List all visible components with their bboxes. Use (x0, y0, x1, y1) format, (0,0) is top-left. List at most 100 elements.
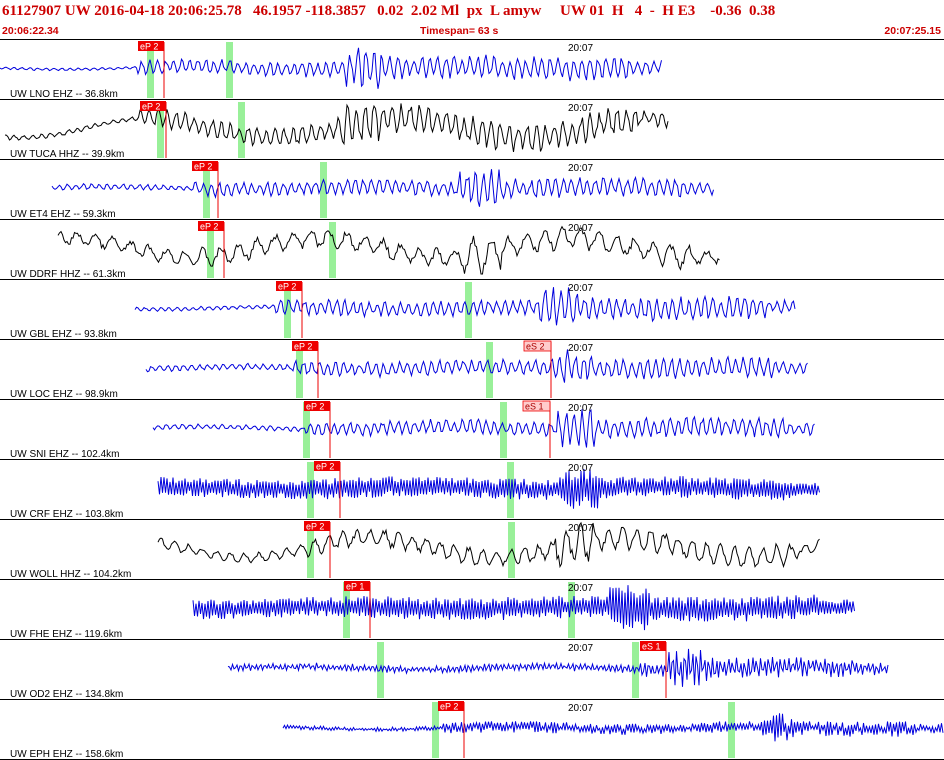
pick-flag (640, 641, 666, 651)
trace-row[interactable]: eP 2 20:07 UW WOLL HHZ -- 104.2km (0, 521, 944, 580)
trace-row[interactable]: eP 2 20:07 UW CRF EHZ -- 103.8km (0, 461, 944, 520)
time-mark-label: 20:07 (568, 703, 593, 714)
time-mark-label: 20:07 (568, 523, 593, 534)
time-mark-label: 20:07 (568, 283, 593, 294)
trace-row[interactable]: eP 2 20:07 UW ET4 EHZ -- 59.3km (0, 161, 944, 220)
pick-flag (140, 101, 166, 111)
window-band (432, 702, 439, 758)
pick-flag (276, 281, 302, 291)
event-summary-title: 61127907 UW 2016-04-18 20:06:25.78 46.19… (2, 3, 776, 19)
time-mark-label: 20:07 (568, 43, 593, 54)
window-band (238, 102, 245, 158)
waveform-trace (282, 713, 944, 742)
trace-row[interactable]: eP 2 20:07 UW DDRF HHZ -- 61.3km (0, 221, 944, 280)
waveform-trace (51, 169, 714, 207)
time-mark-label: 20:07 (568, 643, 593, 654)
pick-flag (192, 161, 218, 171)
pick-label: eP 1 (346, 582, 364, 592)
window-band (226, 42, 233, 98)
trace-row[interactable]: eP 2 20:07 UW TUCA HHZ -- 39.9km (0, 101, 944, 160)
station-label: UW EPH EHZ -- 158.6km (10, 749, 123, 760)
trace-row[interactable]: eS 1 20:07 UW OD2 EHZ -- 134.8km (0, 641, 944, 700)
s-pick-flag (522, 400, 551, 412)
trace-row[interactable]: eP 2 20:07 UW LNO EHZ -- 36.8km (0, 41, 944, 100)
pick-label: eP 2 (294, 342, 312, 352)
time-mark-label: 20:07 (568, 163, 593, 174)
window-band (320, 162, 327, 218)
waveform-trace (157, 521, 820, 569)
waveform-trace (152, 408, 815, 448)
waveform-trace (134, 287, 796, 326)
station-label: UW ET4 EHZ -- 59.3km (10, 209, 116, 220)
window-band (465, 282, 472, 338)
pick-label: eS 1 (642, 642, 661, 652)
trace-row[interactable]: eP 2 eS 1 20:07 UW SNI EHZ -- 102.4km (0, 400, 944, 460)
s-pick-label: eS 2 (526, 342, 545, 352)
window-band (303, 402, 310, 458)
event-header: 61127907 UW 2016-04-18 20:06:25.78 46.19… (0, 0, 944, 39)
window-band (307, 462, 314, 518)
timespan-label: Timespan= 63 s (420, 25, 499, 37)
window-band (329, 222, 336, 278)
pick-flag (344, 581, 370, 591)
station-label: UW FHE EHZ -- 119.6km (10, 629, 122, 640)
station-label: UW SNI EHZ -- 102.4km (10, 449, 119, 460)
station-label: UW LOC EHZ -- 98.9km (10, 389, 118, 400)
waveform-trace (0, 47, 662, 89)
station-label: UW TUCA HHZ -- 39.9km (10, 149, 124, 160)
station-label: UW DDRF HHZ -- 61.3km (10, 269, 126, 280)
time-mark-label: 20:07 (568, 403, 593, 414)
window-band (203, 162, 210, 218)
pick-label: eP 2 (278, 282, 296, 292)
station-label: UW OD2 EHZ -- 134.8km (10, 689, 123, 700)
pick-label: eP 2 (306, 522, 324, 532)
station-label: UW GBL EHZ -- 93.8km (10, 329, 117, 340)
window-band (568, 582, 575, 638)
time-mark-label: 20:07 (568, 463, 593, 474)
waveform-trace (145, 349, 808, 383)
pick-flag (438, 701, 464, 711)
time-mark-label: 20:07 (568, 343, 593, 354)
trace-row[interactable]: eP 2 20:07 UW EPH EHZ -- 158.6km (0, 701, 944, 760)
time-mark-label: 20:07 (568, 103, 593, 114)
window-band (284, 282, 291, 338)
window-band (728, 702, 735, 758)
window-band (157, 102, 164, 158)
time-axis-header: 20:06:22.34 Timespan= 63 s 20:07:25.15 (0, 25, 944, 39)
time-mark-label: 20:07 (568, 583, 593, 594)
pick-label: eP 2 (200, 222, 218, 232)
window-band (486, 342, 493, 398)
trace-row[interactable]: eP 2 20:07 UW GBL EHZ -- 93.8km (0, 281, 944, 340)
waveform-trace (157, 468, 820, 509)
pick-label: eP 2 (140, 42, 158, 52)
window-band (296, 342, 303, 398)
station-label: UW WOLL HHZ -- 104.2km (10, 569, 131, 580)
waveform-trace (57, 225, 720, 275)
window-end-time: 20:07:25.15 (884, 25, 941, 37)
station-label: UW CRF EHZ -- 103.8km (10, 509, 123, 520)
window-band (377, 642, 384, 698)
waveform-trace (192, 585, 855, 631)
trace-row[interactable]: eP 1 20:07 UW FHE EHZ -- 119.6km (0, 581, 944, 640)
pick-label: eP 2 (306, 402, 324, 412)
pick-label: eP 2 (142, 102, 160, 112)
pick-flag (304, 521, 330, 531)
waveform-trace (227, 648, 889, 687)
pick-flag (292, 341, 318, 351)
trace-row[interactable]: eP 2 eS 2 20:07 UW LOC EHZ -- 98.9km (0, 340, 944, 400)
pick-flag (138, 41, 164, 51)
s-pick-flag (523, 340, 552, 352)
pick-flag (304, 401, 330, 411)
pick-flag (198, 221, 224, 231)
window-band (207, 222, 214, 278)
waveform-trace (4, 103, 669, 152)
pick-label: eP 2 (316, 462, 334, 472)
window-start-time: 20:06:22.34 (2, 25, 59, 37)
pick-label: eP 2 (440, 702, 458, 712)
window-band (507, 462, 514, 518)
window-band (147, 42, 154, 98)
window-band (343, 582, 350, 638)
station-label: UW LNO EHZ -- 36.8km (10, 89, 118, 100)
window-band (500, 402, 507, 458)
